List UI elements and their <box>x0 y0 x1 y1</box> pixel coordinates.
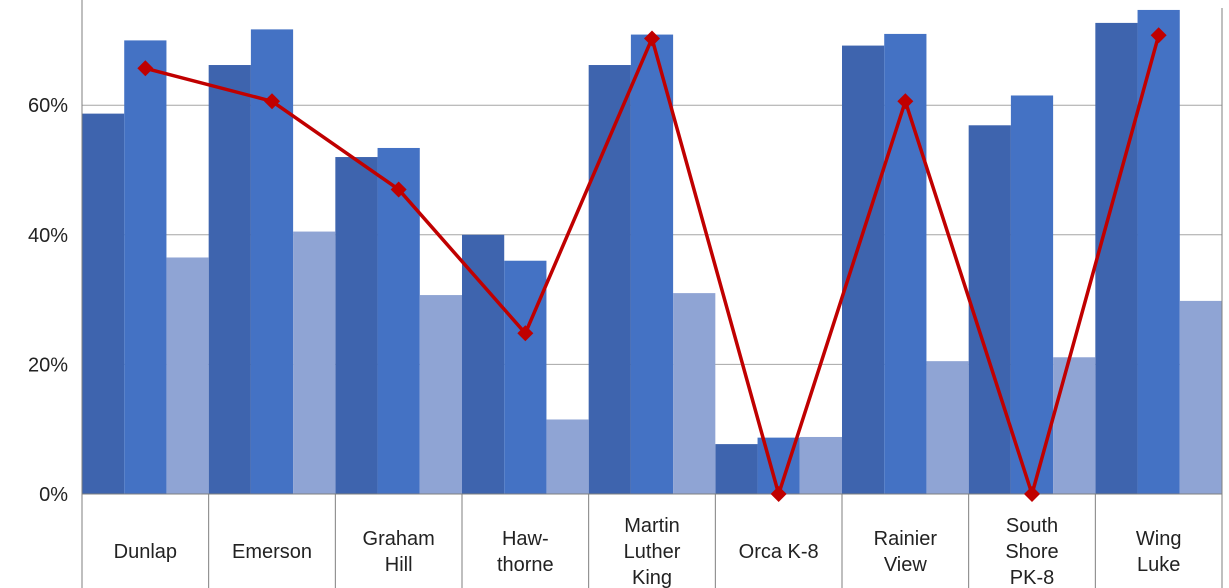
x-tick-label-7-line-0: South <box>1006 515 1058 537</box>
x-tick-label-3-line-0: Haw- <box>502 528 549 550</box>
x-tick-label-7-line-1: Shore <box>1005 541 1058 563</box>
bar-s1-2 <box>335 157 378 495</box>
bar-s3-1 <box>293 231 336 494</box>
line-point-7 <box>1024 486 1040 502</box>
bars <box>82 9 1222 495</box>
line-point-2 <box>390 181 407 198</box>
bar-s1-4 <box>588 65 631 495</box>
x-tick-label-7-line-2: PK-8 <box>1010 567 1054 588</box>
bar-s2-7 <box>1010 95 1054 494</box>
bar-s1-3 <box>462 234 505 495</box>
y-tick-label-3: 60% <box>28 95 68 117</box>
x-tick-label-8-line-1: Luke <box>1137 554 1180 576</box>
x-tick-label-2-line-0: Graham <box>363 528 435 550</box>
line-point-6 <box>897 93 914 110</box>
x-tick-label-7: South Shore PK-8 <box>1005 515 1058 588</box>
bar-s3-2 <box>419 295 462 494</box>
bar-s2-4 <box>630 34 674 495</box>
x-tick-label-1: Emerson <box>232 541 312 563</box>
x-tick-label-2-line-1: Hill <box>385 554 413 576</box>
x-tick-label-0-line-0: Dunlap <box>114 541 177 563</box>
x-tick-label-4-line-1: Luther <box>624 541 681 563</box>
x-tick-label-2: Graham Hill <box>363 528 435 576</box>
x-tick-label-4-line-2: King <box>632 567 672 588</box>
x-tick-label-8-line-0: Wing <box>1136 528 1182 550</box>
line-point-4 <box>644 30 660 47</box>
bar-s1-1 <box>208 65 251 495</box>
bar-s2-2 <box>377 147 420 494</box>
line-point-5 <box>770 486 787 502</box>
bar-s3-3 <box>546 419 589 494</box>
bar-s3-8 <box>1179 300 1222 494</box>
bar-s1-6 <box>842 45 885 495</box>
y-axis-tick-labels: 0% 20% 40% 60% <box>28 95 68 506</box>
x-tick-label-6-line-1: View <box>884 554 928 576</box>
line-series <box>137 27 1167 502</box>
x-tick-label-4: Martin Luther King <box>624 515 681 588</box>
bar-s3-7 <box>1053 357 1096 494</box>
y-tick-label-0: 0% <box>39 484 68 506</box>
x-tick-label-0: Dunlap <box>114 541 177 563</box>
x-tick-label-1-line-0: Emerson <box>232 541 312 563</box>
bar-s3-4 <box>673 293 716 494</box>
y-tick-label-1: 20% <box>28 354 68 376</box>
x-tick-label-6: Rainier View <box>874 528 938 576</box>
line-point-0 <box>137 60 154 77</box>
bar-s1-5 <box>715 444 758 494</box>
x-axis-category-labels: Dunlap Emerson Graham Hill Haw-thorne Martin L… <box>114 515 1182 588</box>
bar-s3-5 <box>799 436 842 494</box>
bar-s1-0 <box>82 113 125 495</box>
bar-s1-7 <box>968 125 1011 495</box>
y-tick-label-2: 40% <box>28 225 68 247</box>
line-point-3 <box>517 325 534 342</box>
x-tick-label-3: Haw-thorne <box>497 528 554 576</box>
bar-s2-0 <box>124 40 167 495</box>
x-tick-label-6-line-0: Rainier <box>874 528 938 550</box>
line-point-1 <box>264 93 280 110</box>
line-point-8 <box>1150 27 1167 44</box>
x-tick-label-8: Wing Luke <box>1136 528 1182 576</box>
bar-s3-6 <box>926 361 969 494</box>
x-tick-label-4-line-0: Martin <box>624 515 680 537</box>
bar-s3-0 <box>166 257 209 494</box>
bar-s2-6 <box>884 33 927 495</box>
bar-s1-8 <box>1095 22 1138 495</box>
x-tick-label-3-line-1: thorne <box>497 554 554 576</box>
x-tick-label-5: Orca K-8 <box>739 541 819 563</box>
x-tick-label-5-line-0: Orca K-8 <box>739 541 819 563</box>
